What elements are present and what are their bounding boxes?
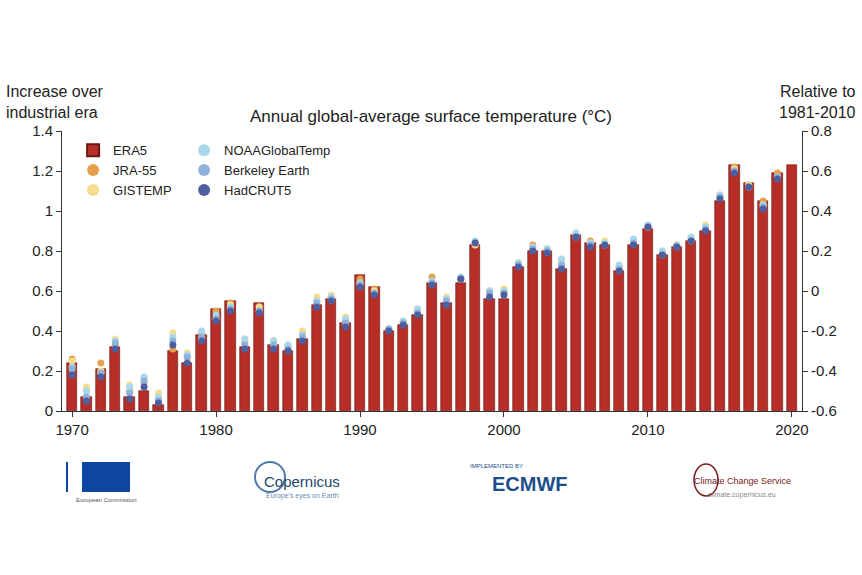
svg-text:Relative to1981-2010: Relative to1981-2010 (779, 83, 856, 121)
svg-text:0.8: 0.8 (811, 122, 832, 139)
svg-text:1: 1 (45, 202, 53, 219)
svg-text:0.6: 0.6 (32, 282, 53, 299)
svg-text:1.2: 1.2 (32, 162, 53, 179)
svg-text:0.8: 0.8 (32, 242, 53, 259)
svg-text:0.2: 0.2 (32, 362, 53, 379)
svg-text:Climate Change Service: Climate Change Service (694, 476, 791, 486)
svg-text:HadCRUT5: HadCRUT5 (224, 183, 291, 198)
svg-text:-0.6: -0.6 (811, 402, 837, 419)
svg-text:Increase overindustrial era: Increase overindustrial era (6, 83, 104, 121)
svg-text:Berkeley Earth: Berkeley Earth (224, 163, 309, 178)
svg-text:IMPLEMENTED BY: IMPLEMENTED BY (470, 463, 523, 469)
svg-text:0.4: 0.4 (811, 202, 832, 219)
svg-text:2000: 2000 (487, 421, 520, 438)
svg-text:1970: 1970 (55, 421, 88, 438)
svg-text:NOAAGlobalTemp: NOAAGlobalTemp (224, 143, 330, 158)
svg-text:-0.4: -0.4 (811, 362, 837, 379)
svg-text:0.6: 0.6 (811, 162, 832, 179)
svg-text:0.4: 0.4 (32, 322, 53, 339)
svg-text:-0.2: -0.2 (811, 322, 837, 339)
svg-text:1.4: 1.4 (32, 122, 53, 139)
svg-text:JRA-55: JRA-55 (113, 163, 156, 178)
svg-text:ERA5: ERA5 (113, 143, 147, 158)
svg-text:GISTEMP: GISTEMP (113, 183, 172, 198)
svg-text:0.2: 0.2 (811, 242, 832, 259)
svg-text:Europe's eyes on Earth: Europe's eyes on Earth (266, 492, 339, 500)
svg-text:0: 0 (811, 282, 819, 299)
svg-text:2010: 2010 (631, 421, 664, 438)
svg-text:1990: 1990 (343, 421, 376, 438)
svg-text:ECMWF: ECMWF (492, 473, 568, 495)
svg-text:Copernicus: Copernicus (264, 473, 340, 490)
svg-text:climate.copernicus.eu: climate.copernicus.eu (708, 491, 776, 499)
svg-text:2020: 2020 (775, 421, 808, 438)
svg-text:0: 0 (45, 402, 53, 419)
svg-text:Annual global-average surface: Annual global-average surface temperatur… (250, 107, 612, 126)
svg-text:1980: 1980 (199, 421, 232, 438)
svg-text:European Commission: European Commission (76, 497, 137, 503)
